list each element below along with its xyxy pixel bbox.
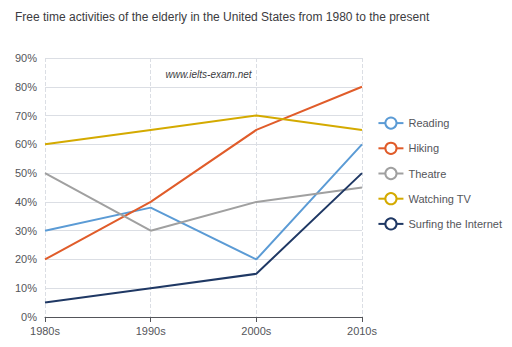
svg-text:90%: 90% [15, 52, 37, 64]
svg-text:2000s: 2000s [241, 325, 271, 337]
svg-text:www.ielts-exam.net: www.ielts-exam.net [165, 69, 252, 80]
svg-text:1990s: 1990s [136, 325, 166, 337]
svg-text:2010s: 2010s [347, 325, 377, 337]
svg-text:Watching TV: Watching TV [408, 193, 471, 205]
svg-text:30%: 30% [15, 225, 37, 237]
svg-text:10%: 10% [15, 282, 37, 294]
svg-text:80%: 80% [15, 81, 37, 93]
svg-text:0%: 0% [21, 311, 37, 323]
svg-text:70%: 70% [15, 110, 37, 122]
svg-text:Theatre: Theatre [408, 168, 446, 180]
svg-text:Free time activities of the el: Free time activities of the elderly in t… [15, 10, 430, 24]
svg-text:50%: 50% [15, 167, 37, 179]
svg-text:Reading: Reading [408, 117, 449, 129]
svg-text:20%: 20% [15, 253, 37, 265]
svg-text:40%: 40% [15, 196, 37, 208]
svg-text:1980s: 1980s [30, 325, 60, 337]
svg-text:Hiking: Hiking [408, 142, 439, 154]
svg-text:60%: 60% [15, 138, 37, 150]
svg-text:Surfing the Internet: Surfing the Internet [408, 218, 502, 230]
